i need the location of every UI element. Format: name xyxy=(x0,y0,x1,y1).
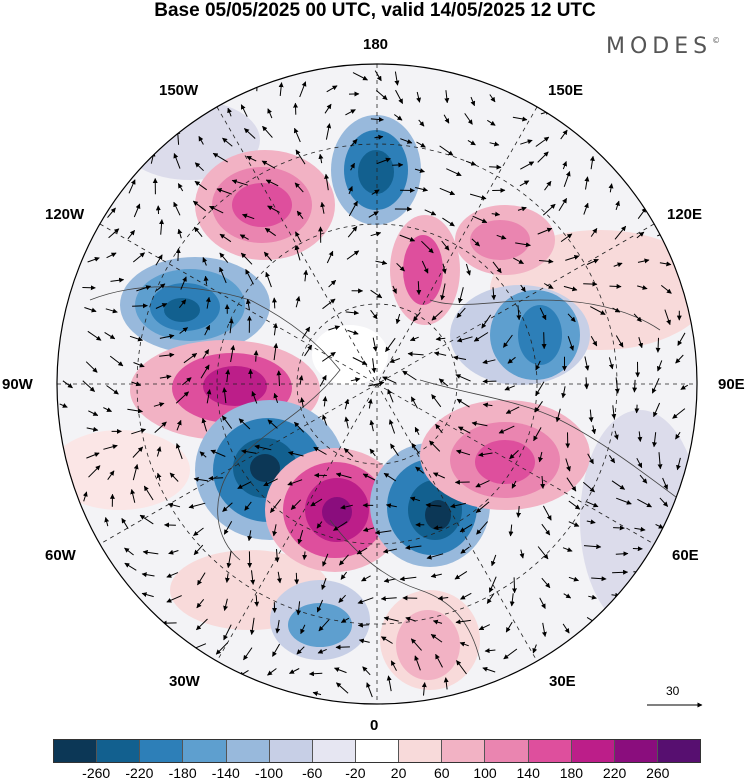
wind-vector xyxy=(489,167,501,168)
colorbar-swatch xyxy=(183,740,226,762)
lon-label-60e: 60E xyxy=(672,548,699,564)
colorbar-swatch xyxy=(572,740,615,762)
colorbar-swatch xyxy=(227,740,270,762)
colorbar-swatch xyxy=(140,740,183,762)
colorbar-swatch xyxy=(313,740,356,762)
colorbar-swatch xyxy=(54,740,97,762)
lon-label-90w: 90W xyxy=(2,377,33,393)
anomaly-neg-north xyxy=(331,115,421,225)
polar-map xyxy=(0,0,750,783)
anomaly-neg-100e xyxy=(450,285,590,385)
colorbar-ticks: -260 -220 -180 -140 -100 -60 -20 20 60 100 140 180 2… xyxy=(53,765,701,783)
lon-label-180: 180 xyxy=(363,37,388,53)
wind-vector xyxy=(336,647,350,648)
wind-vector xyxy=(274,298,275,309)
anomaly-weak-neg-b xyxy=(580,410,700,630)
colorbar-swatch xyxy=(658,740,700,762)
wind-vector xyxy=(634,380,635,392)
wind-vector xyxy=(544,332,545,348)
lon-label-150e: 150E xyxy=(548,83,583,99)
anomaly-neg-120w xyxy=(120,257,270,353)
lon-label-30e: 30E xyxy=(549,674,576,690)
wind-vector xyxy=(612,572,628,573)
colorbar-tick-label: -260 xyxy=(76,765,116,781)
wind-vector xyxy=(637,405,638,413)
wind-vector xyxy=(209,478,223,479)
anomaly-pos-70e xyxy=(420,400,590,510)
colorbar-tick-label: 260 xyxy=(638,765,678,781)
colorbar-swatch xyxy=(529,740,572,762)
colorbar-tick-label: -20 xyxy=(335,765,375,781)
colorbar-tick-label: -140 xyxy=(206,765,246,781)
colorbar-swatch xyxy=(270,740,313,762)
anomaly-field xyxy=(40,50,720,730)
lon-label-90e: 90E xyxy=(718,377,745,393)
lon-label-120e: 120E xyxy=(667,207,702,223)
wind-vector xyxy=(514,577,515,592)
wind-vector xyxy=(658,338,659,352)
wind-vector xyxy=(178,249,179,262)
colorbar-tick-label: 60 xyxy=(422,765,462,781)
wind-vector xyxy=(418,281,419,294)
lon-label-0: 0 xyxy=(370,718,378,734)
lon-label-30w: 30W xyxy=(169,674,200,690)
colorbar-tick-label: 100 xyxy=(465,765,505,781)
anomaly-neg-30w xyxy=(270,580,370,660)
wind-vector xyxy=(296,573,297,584)
vector-scale-value: 30 xyxy=(666,684,679,698)
colorbar-swatch xyxy=(97,740,140,762)
colorbar-tick-label: 140 xyxy=(508,765,548,781)
colorbar-swatch xyxy=(485,740,528,762)
colorbar xyxy=(53,739,701,763)
colorbar-tick-label: 20 xyxy=(379,765,419,781)
colorbar-tick-label: 180 xyxy=(551,765,591,781)
colorbar-tick-label: -100 xyxy=(249,765,289,781)
colorbar-tick-label: -180 xyxy=(163,765,203,781)
anomaly-pos-150w xyxy=(195,150,335,260)
colorbar-tick-label: -220 xyxy=(119,765,159,781)
anomaly-weak-pos-b xyxy=(50,430,190,510)
wind-vector xyxy=(256,351,257,362)
wind-vector xyxy=(613,528,624,529)
wind-vector xyxy=(392,165,403,166)
lon-label-150w: 150W xyxy=(159,83,198,99)
lon-label-60w: 60W xyxy=(45,548,76,564)
colorbar-swatch xyxy=(399,740,442,762)
colorbar-swatch xyxy=(356,740,399,762)
wind-vector xyxy=(257,76,258,91)
colorbar-swatch xyxy=(615,740,658,762)
anomaly-pos-15e xyxy=(380,590,480,690)
wind-vector xyxy=(132,306,147,307)
wind-vector xyxy=(610,286,622,287)
colorbar-tick-label: 220 xyxy=(595,765,635,781)
colorbar-swatch xyxy=(442,740,485,762)
lon-label-120w: 120W xyxy=(45,207,84,223)
colorbar-tick-label: -60 xyxy=(292,765,332,781)
